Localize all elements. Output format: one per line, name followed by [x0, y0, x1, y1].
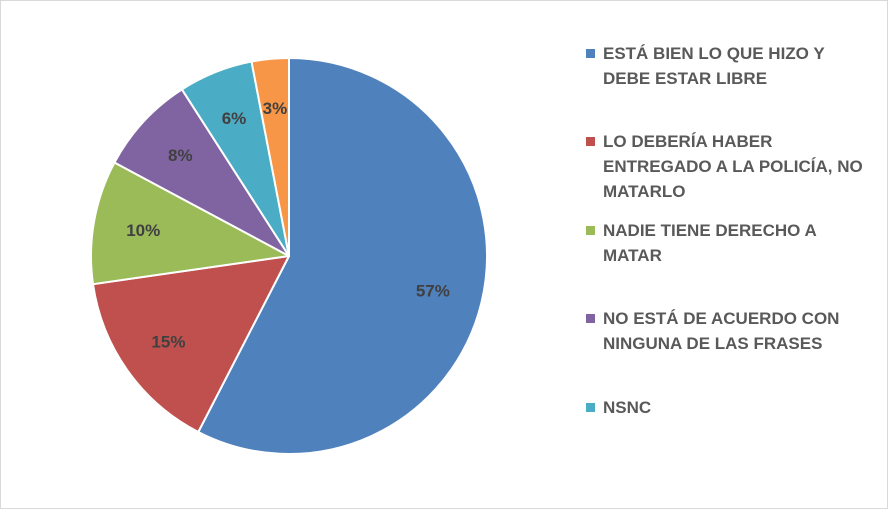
legend-item-3: NO ESTÁ DE ACUERDO CON NINGUNA DE LAS FR…	[586, 306, 876, 356]
slice-value-label-4: 6%	[222, 109, 247, 128]
legend-item-4: NSNC	[586, 395, 876, 420]
legend-item-2: NADIE TIENE DERECHO A MATAR	[586, 218, 876, 268]
pie-slice-0	[197, 57, 488, 455]
slice-labels: 57% 15% 10% 8% 6% 3%	[126, 99, 450, 351]
pie-slice-2	[90, 161, 290, 286]
legend-swatch-3	[586, 314, 595, 323]
slice-value-label-3: 8%	[168, 146, 193, 165]
slice-value-label-1: 15%	[151, 332, 185, 351]
slice-value-label-0: 57%	[416, 281, 450, 300]
slice-value-label-5: 3%	[263, 99, 288, 118]
pie-slice-1	[92, 255, 290, 433]
legend-item-0: ESTÁ BIEN LO QUE HIZO Y DEBE ESTAR LIBRE	[586, 41, 876, 91]
pie-slice-5	[250, 57, 290, 257]
legend-swatch-4	[586, 403, 595, 412]
legend-label-2: NADIE TIENE DERECHO A MATAR	[603, 221, 817, 265]
legend-item-1: LO DEBERÍA HABER ENTREGADO A LA POLICÍA,…	[586, 129, 876, 204]
legend-label-1: LO DEBERÍA HABER ENTREGADO A LA POLICÍA,…	[603, 132, 863, 201]
legend-swatch-0	[586, 49, 595, 58]
legend-label-4: NSNC	[603, 398, 652, 417]
pie-slice-3	[113, 88, 290, 257]
slice-value-label-2: 10%	[126, 221, 160, 240]
legend-label-3: NO ESTÁ DE ACUERDO CON NINGUNA DE LAS FR…	[603, 309, 840, 353]
legend-swatch-2	[586, 226, 595, 235]
pie-slices	[90, 57, 488, 455]
legend-swatch-1	[586, 137, 595, 146]
legend-label-0: ESTÁ BIEN LO QUE HIZO Y DEBE ESTAR LIBRE	[603, 44, 825, 88]
